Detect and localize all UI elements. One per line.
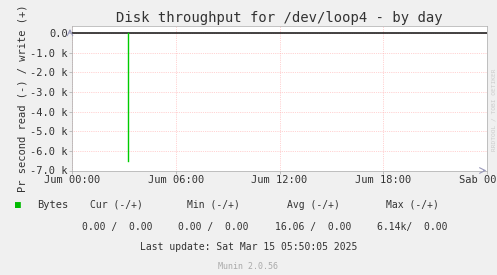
Text: Munin 2.0.56: Munin 2.0.56 <box>219 262 278 271</box>
Title: Disk throughput for /dev/loop4 - by day: Disk throughput for /dev/loop4 - by day <box>116 11 443 25</box>
Text: Bytes: Bytes <box>37 200 69 210</box>
Text: ■: ■ <box>15 200 21 210</box>
Text: 0.00 /  0.00: 0.00 / 0.00 <box>82 222 152 232</box>
Text: Last update: Sat Mar 15 05:50:05 2025: Last update: Sat Mar 15 05:50:05 2025 <box>140 243 357 252</box>
Text: 16.06 /  0.00: 16.06 / 0.00 <box>275 222 351 232</box>
Text: 6.14k/  0.00: 6.14k/ 0.00 <box>377 222 448 232</box>
Y-axis label: Pr second read (-) / write (+): Pr second read (-) / write (+) <box>17 5 28 192</box>
Text: Avg (-/+): Avg (-/+) <box>287 200 339 210</box>
Text: 0.00 /  0.00: 0.00 / 0.00 <box>178 222 249 232</box>
Text: Max (-/+): Max (-/+) <box>386 200 439 210</box>
Text: Cur (-/+): Cur (-/+) <box>90 200 143 210</box>
Text: Min (-/+): Min (-/+) <box>187 200 240 210</box>
Text: RRDTOOL / TOBI OETIKER: RRDTOOL / TOBI OETIKER <box>491 69 496 151</box>
